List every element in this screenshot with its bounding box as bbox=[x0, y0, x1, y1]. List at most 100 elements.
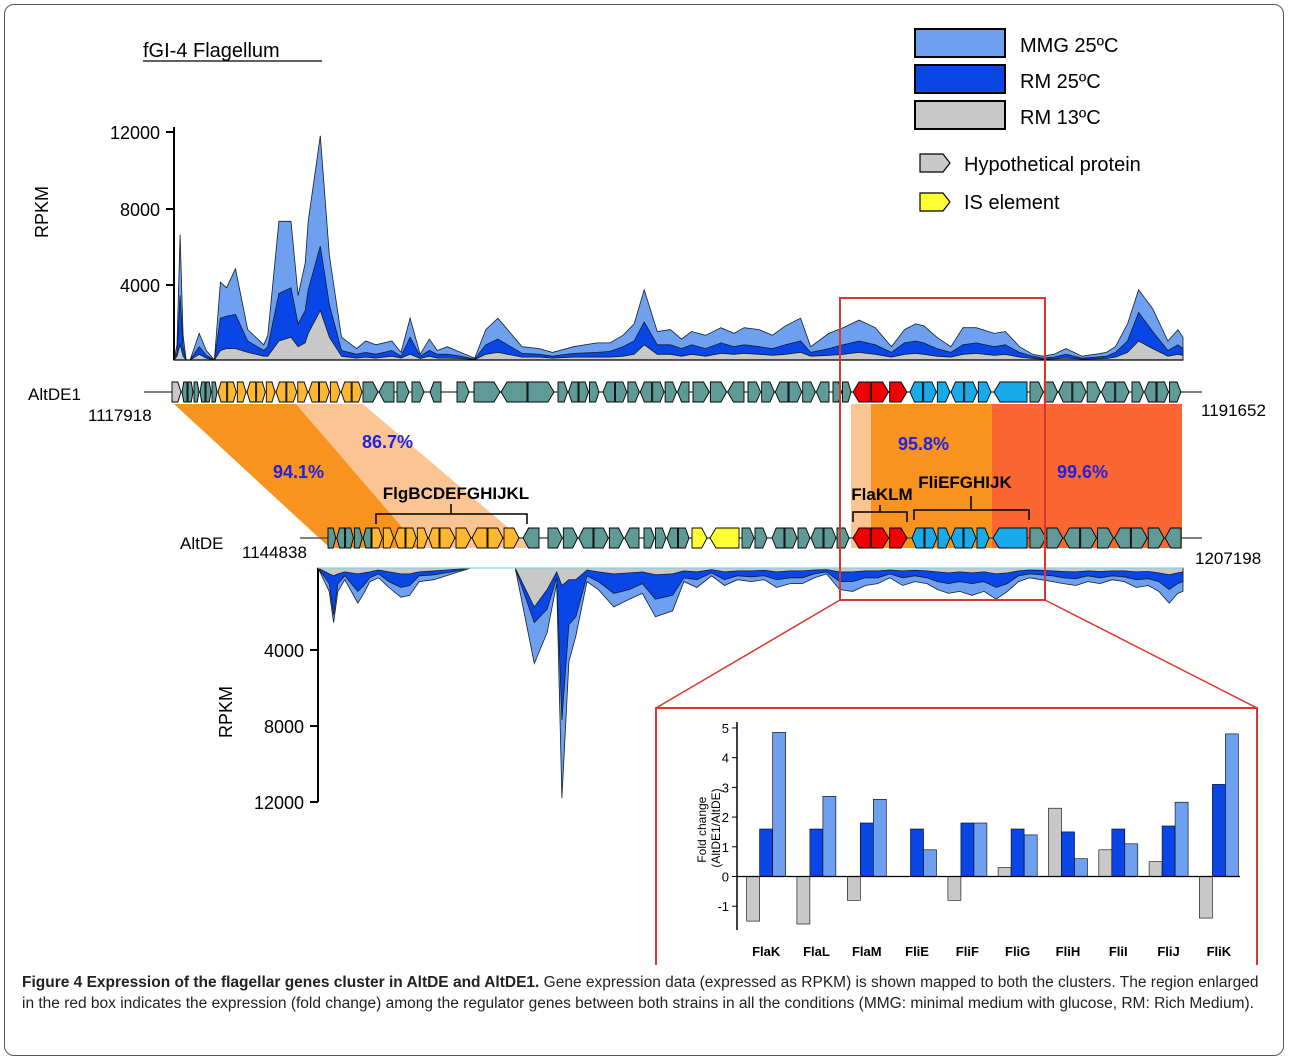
bottom-gene-arrow bbox=[455, 527, 472, 549]
bottom-gene-arrow bbox=[911, 527, 925, 549]
top-gene-arrow bbox=[842, 381, 852, 403]
fold-category-label: FliJ bbox=[1157, 944, 1179, 959]
top-gene-arrow bbox=[246, 381, 257, 403]
fold-bars bbox=[746, 732, 1239, 925]
bottom-gene-arrow bbox=[562, 527, 579, 549]
bottom-gene-arrow bbox=[1063, 527, 1081, 549]
bottom-gene-arrow bbox=[950, 527, 964, 549]
fla-bracket bbox=[852, 505, 908, 522]
fold-bar-flih-mmg-25-c bbox=[1074, 858, 1088, 877]
fold-y-axis-label-line1: Fold change bbox=[695, 796, 709, 862]
legend-swatch-rm13 bbox=[914, 100, 1006, 130]
fold-bar-flam-rm-25-c bbox=[859, 822, 874, 877]
fold-tick-label: 1 bbox=[722, 840, 729, 855]
bottom-gene-arrow bbox=[754, 527, 768, 549]
bottom-gene-arrow bbox=[327, 527, 337, 549]
bottom-gene-arrow bbox=[937, 527, 951, 549]
bottom-gene-arrow bbox=[503, 527, 520, 549]
bottom-gene-arrow bbox=[666, 527, 678, 549]
flg-group-label: FlgBCDEFGHIJKL bbox=[383, 484, 529, 503]
legend-label-rm13: RM 13ºC bbox=[1020, 107, 1101, 129]
top-gene-arrow bbox=[1029, 381, 1044, 403]
top-gene-arrow bbox=[456, 381, 470, 403]
identity-label-99-6: 99.6% bbox=[1057, 462, 1108, 482]
fold-category-label: FliG bbox=[1005, 944, 1030, 959]
top-gene-arrow bbox=[297, 381, 309, 403]
bottom-gene-arrow bbox=[394, 527, 406, 549]
bottom-gene-arrow bbox=[691, 527, 708, 549]
fold-bar-flig-mmg-25-c bbox=[1023, 834, 1038, 877]
fold-y-axis-label-line2: (AltDE1/AltDE) bbox=[709, 788, 723, 867]
figure-frame bbox=[4, 4, 1284, 1056]
bottom-area-mmg-25-c bbox=[317, 567, 1184, 799]
bottom-area-rm-25-c bbox=[317, 567, 1184, 721]
fold-bar-flik-rm-25-c bbox=[1212, 784, 1226, 877]
fold-category-label: FlaK bbox=[752, 944, 781, 959]
bottom-gene-arrow bbox=[624, 527, 640, 549]
bottom-y-axis-label: RPKM bbox=[216, 686, 236, 738]
top-gene-arrow bbox=[727, 381, 745, 403]
flg-bracket bbox=[375, 504, 528, 524]
top-gene-arrow bbox=[889, 381, 908, 403]
bottom-gene-arrow bbox=[1080, 527, 1098, 549]
fold-bar-flif-mmg-25-c bbox=[973, 822, 988, 877]
top-gene-arrow bbox=[211, 381, 218, 403]
fold-bar-flig-rm-13-c bbox=[997, 867, 1012, 877]
fold-y-ticks: 5 4 3 2 1 0 -1 bbox=[717, 721, 737, 914]
top-gene-arrow bbox=[205, 381, 212, 403]
top-gene-arrow bbox=[1169, 381, 1182, 403]
top-gene-arrow bbox=[977, 381, 992, 403]
bottom-gene-arrow bbox=[823, 527, 837, 549]
fold-tick-label: 5 bbox=[722, 721, 729, 736]
identity-band-86-7 bbox=[296, 404, 532, 548]
top-gene-arrow bbox=[1072, 381, 1087, 403]
top-gene-arrow bbox=[578, 381, 589, 403]
bottom-tick-8000: 8000 bbox=[264, 717, 304, 737]
bottom-gene-arrow bbox=[784, 527, 798, 549]
fold-category-label: FliI bbox=[1109, 944, 1128, 959]
legend-label-hypothetical: Hypothetical protein bbox=[964, 154, 1141, 176]
bottom-gene-arrow bbox=[1113, 527, 1131, 549]
top-gene-arrow bbox=[199, 381, 206, 403]
top-gene-arrow bbox=[627, 381, 640, 403]
fli-group-label: FliEFGHIJK bbox=[918, 473, 1012, 492]
bottom-gene-arrow bbox=[405, 527, 417, 549]
top-gene-arrow bbox=[308, 381, 319, 403]
bottom-gene-arrow bbox=[1147, 527, 1165, 549]
figure-canvas: fGI-4 Flagellum MMG 25ºC RM 25ºC RM 13ºC… bbox=[28, 28, 1266, 965]
top-gene-arrow bbox=[709, 381, 728, 403]
top-gene-arrow bbox=[378, 381, 395, 403]
fold-category-label: FlaL bbox=[803, 944, 830, 959]
top-strain-label: AltDE1 bbox=[28, 385, 81, 404]
top-gene-map bbox=[144, 381, 1202, 403]
fold-bar-flie-rm-25-c bbox=[910, 828, 924, 877]
identity-label-94-1: 94.1% bbox=[273, 462, 324, 482]
top-gene-arrow bbox=[788, 381, 803, 403]
bottom-strain-label: AltDE bbox=[180, 534, 223, 553]
fold-tick-label: 3 bbox=[722, 780, 729, 795]
fold-bar-flak-mmg-25-c bbox=[772, 732, 786, 877]
fold-tick-label: 4 bbox=[722, 751, 729, 766]
fold-bar-flij-mmg-25-c bbox=[1174, 801, 1189, 877]
bottom-start-coordinate: 1144838 bbox=[242, 543, 307, 562]
fold-bar-flak-rm-25-c bbox=[759, 828, 773, 877]
fold-bar-flif-rm-25-c bbox=[960, 822, 975, 877]
fold-bar-flik-mmg-25-c bbox=[1225, 733, 1239, 877]
legend-label-rm25: RM 25ºC bbox=[1020, 71, 1101, 93]
top-y-axis-label: RPKM bbox=[32, 186, 52, 238]
top-gene-arrow bbox=[319, 381, 330, 403]
fold-bar-flie-mmg-25-c bbox=[923, 849, 937, 877]
bottom-gene-arrow bbox=[608, 527, 625, 549]
top-gene-arrow bbox=[557, 381, 568, 403]
bottom-gene-arrow bbox=[547, 527, 563, 549]
fold-bar-flii-rm-13-c bbox=[1098, 849, 1113, 877]
fold-tick-label: 2 bbox=[722, 810, 729, 825]
identity-label-86-7: 86.7% bbox=[362, 432, 413, 452]
top-gene-arrow bbox=[1144, 381, 1157, 403]
top-gene-arrow bbox=[664, 381, 678, 403]
fold-bar-flig-rm-25-c bbox=[1010, 828, 1025, 877]
bottom-tick-4000: 4000 bbox=[264, 641, 304, 661]
fold-bar-flih-rm-25-c bbox=[1061, 831, 1075, 877]
gene-legend: Hypothetical protein IS element bbox=[919, 153, 1141, 214]
fold-bar-flal-mmg-25-c bbox=[822, 795, 837, 877]
